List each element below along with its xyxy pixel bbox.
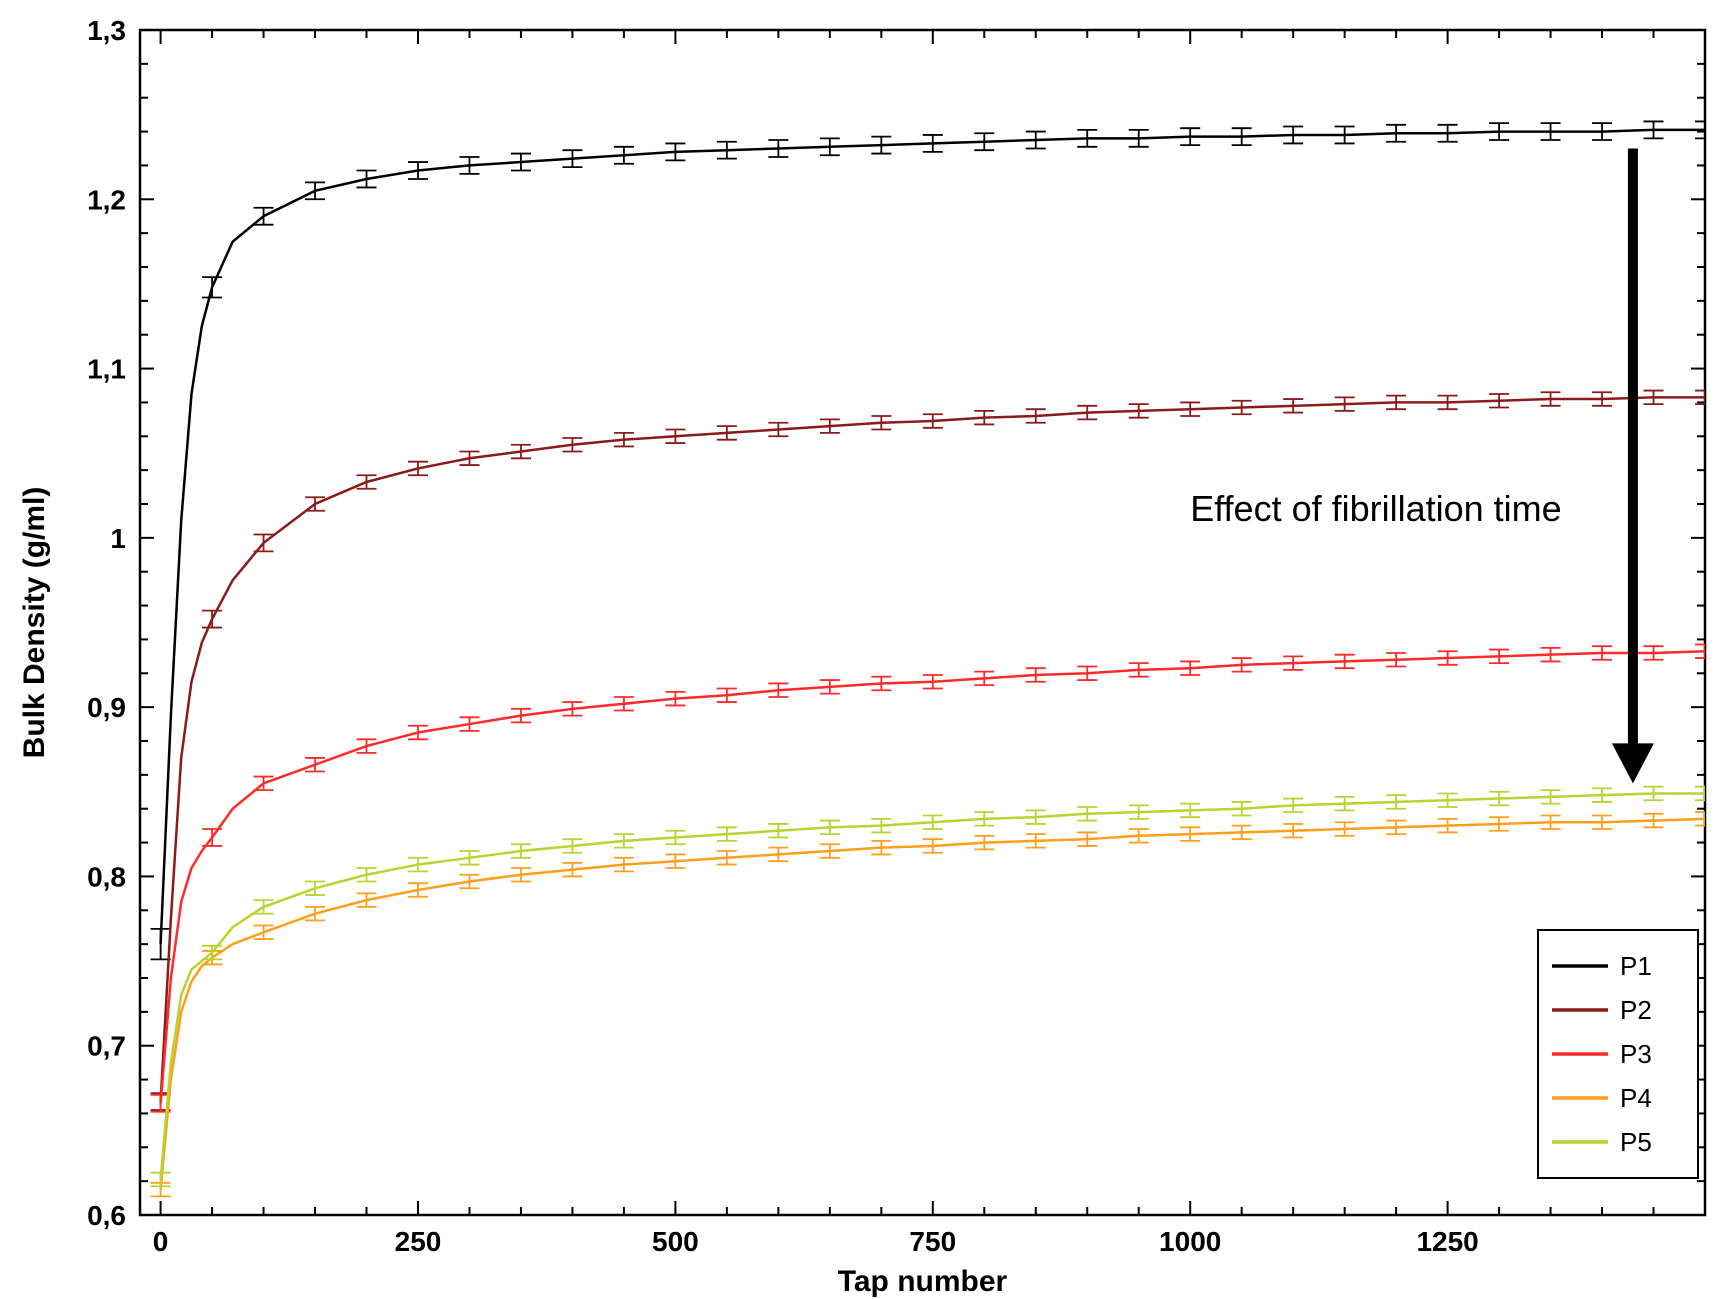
y-tick-label: 0,8 <box>87 861 126 892</box>
plot-frame <box>140 30 1705 1215</box>
annotation-label: Effect of fibrillation time <box>1190 488 1562 529</box>
x-axis-label: Tap number <box>838 1265 1008 1298</box>
x-tick-label: 500 <box>652 1226 699 1257</box>
y-tick-label: 0,7 <box>87 1031 126 1062</box>
x-tick-label: 1000 <box>1159 1226 1221 1257</box>
x-tick-label: 250 <box>395 1226 442 1257</box>
series-line <box>161 651 1705 1103</box>
x-tick-label: 750 <box>909 1226 956 1257</box>
chart-container: 0 250 500 750 1000 1250 Tap number 0,6 0,7 0,8 0,9… <box>0 0 1733 1299</box>
series-p3 <box>151 645 1715 1112</box>
y-tick-label: 1,2 <box>87 184 126 215</box>
series-line <box>161 819 1705 1190</box>
y-tick-label: 1,3 <box>87 15 126 46</box>
series-p1 <box>151 121 1715 959</box>
annotation-arrow: Effect of fibrillation time <box>1190 149 1654 784</box>
legend-label: P3 <box>1620 1039 1652 1069</box>
legend-label: P5 <box>1620 1127 1652 1157</box>
x-tick-label: 0 <box>153 1226 169 1257</box>
y-tick-label: 1,1 <box>87 354 126 385</box>
legend-label: P2 <box>1620 995 1652 1025</box>
y-tick-label: 0,6 <box>87 1200 126 1231</box>
bulk-density-chart: 0 250 500 750 1000 1250 Tap number 0,6 0,7 0,8 0,9… <box>0 0 1733 1299</box>
series-p4 <box>151 812 1715 1196</box>
y-axis: 0,6 0,7 0,8 0,9 1 1,1 1,2 1,3 Bulk Density (g/ml… <box>18 15 1705 1231</box>
y-tick-label: 0,9 <box>87 692 126 723</box>
y-axis-label: Bulk Density (g/ml) <box>18 487 51 759</box>
legend: P1 P2 P3 P4 P5 <box>1538 930 1698 1178</box>
x-tick-label: 1250 <box>1416 1226 1478 1257</box>
x-axis: 0 250 500 750 1000 1250 Tap number <box>153 30 1705 1298</box>
y-tick-label: 1 <box>110 523 126 554</box>
legend-label: P4 <box>1620 1083 1652 1113</box>
legend-label: P1 <box>1620 951 1652 981</box>
